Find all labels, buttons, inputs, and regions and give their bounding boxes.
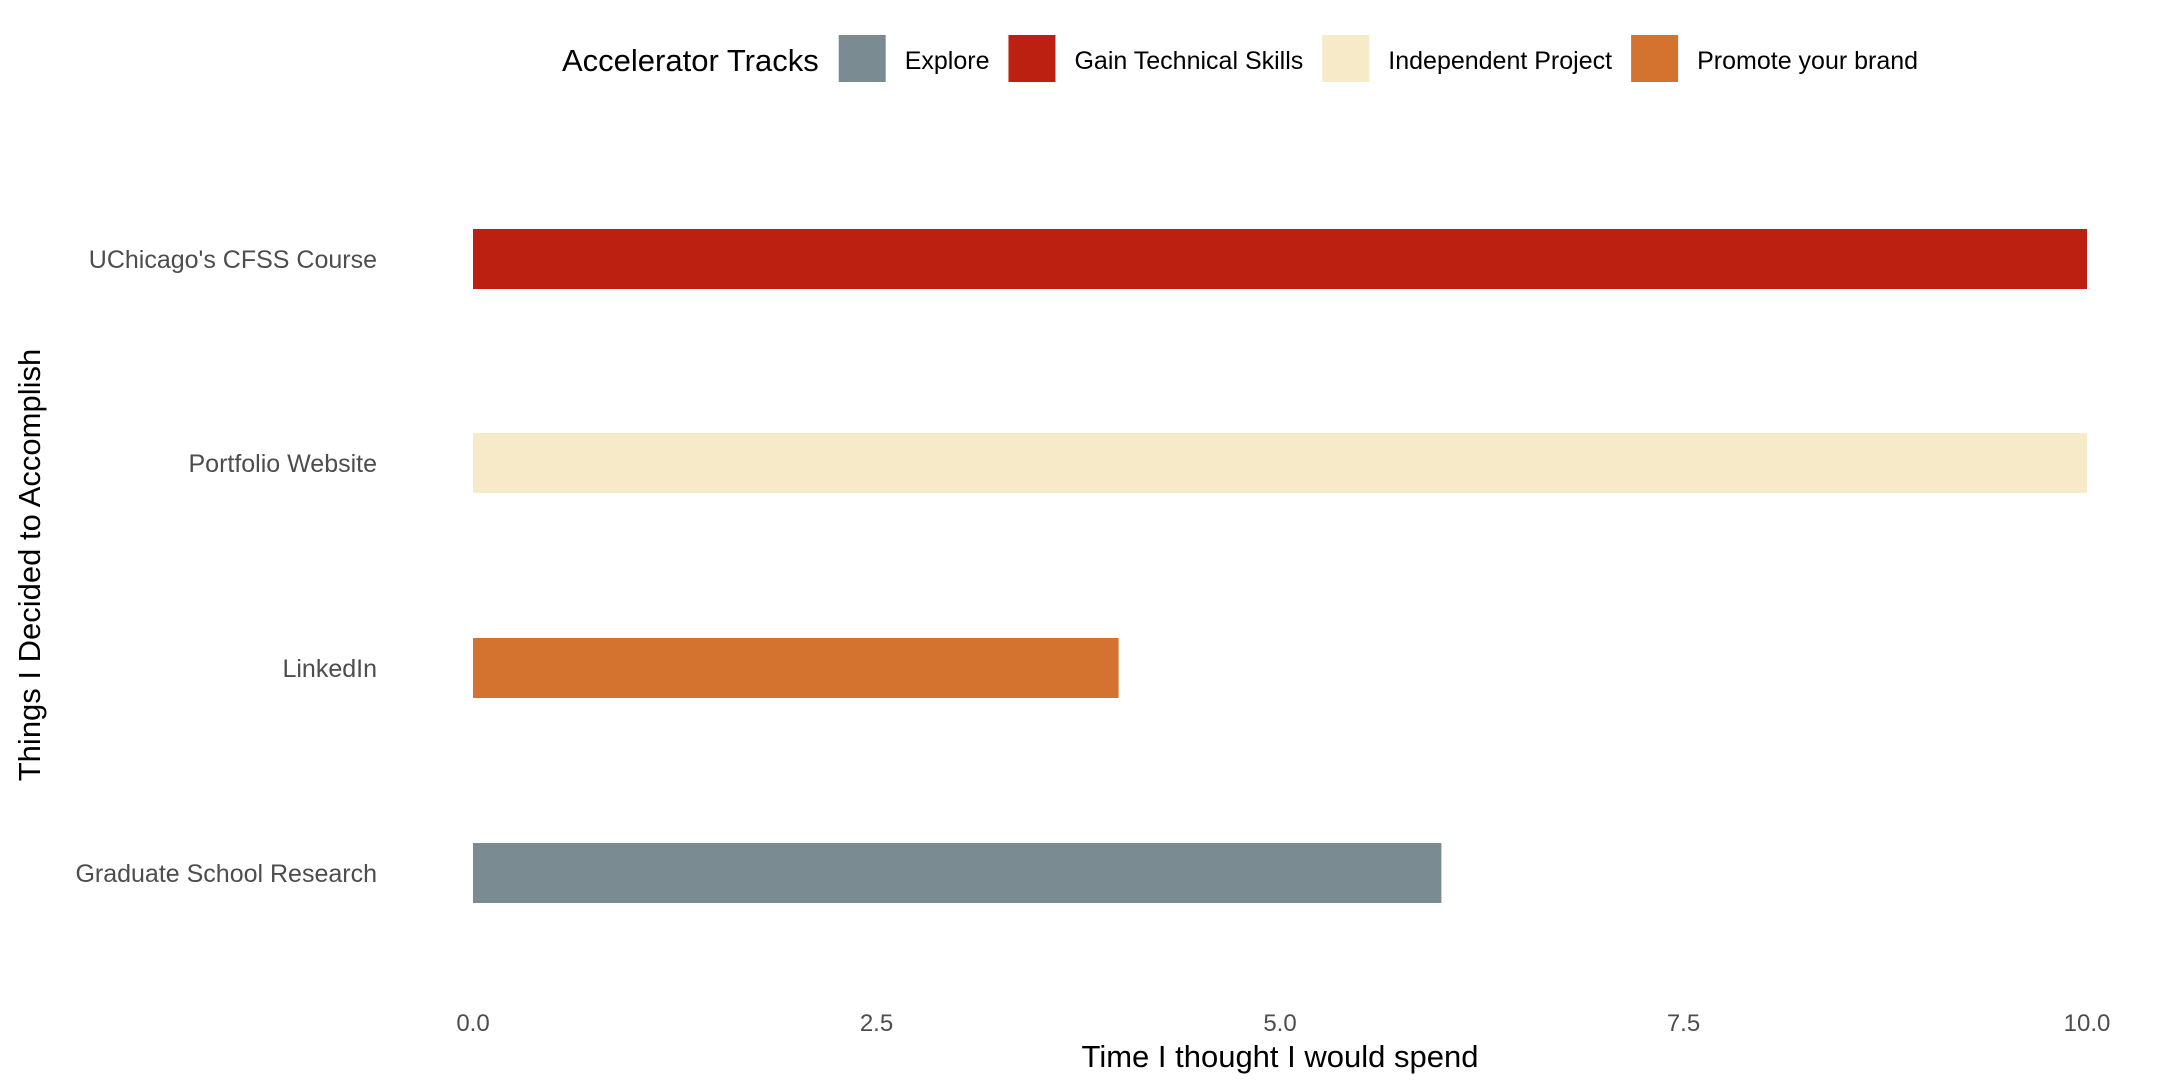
bar-portfolio-website: [473, 433, 2087, 493]
bar-uchicago-s-cfss-course: [473, 229, 2087, 289]
category-labels: UChicago's CFSS Course Portfolio Website L…: [75, 246, 377, 888]
category-label-linkedin: LinkedIn: [282, 655, 377, 683]
legend-label-gain-technical-skills: Gain Technical Skills: [1074, 47, 1303, 75]
bar-graduate-school-research: [473, 843, 1442, 903]
bar-linkedin: [473, 638, 1119, 698]
legend-swatch-explore: [838, 35, 886, 82]
legend-label-independent-project: Independent Project: [1388, 47, 1612, 75]
legend-swatch-promote-your-brand: [1631, 35, 1679, 82]
x-tick-label: 2.5: [860, 1010, 893, 1037]
x-tick-label: 10.0: [2064, 1010, 2111, 1037]
legend: Accelerator Tracks Explore Gain Technical…: [562, 35, 1918, 82]
legend-items: Explore Gain Technical Skills Independent …: [838, 35, 1918, 82]
category-label-portfolio-website: Portfolio Website: [188, 450, 377, 478]
legend-swatch-independent-project: [1322, 35, 1370, 82]
x-tick-label: 5.0: [1263, 1010, 1296, 1037]
legend-label-promote-your-brand: Promote your brand: [1697, 47, 1918, 75]
category-label-graduate-school-research: Graduate School Research: [75, 860, 377, 888]
x-axis-ticks: 0.0 2.5 5.0 7.5 10.0: [456, 1010, 2110, 1037]
category-label-uchicago-s-cfss-course: UChicago's CFSS Course: [89, 246, 377, 274]
x-axis-title: Time I thought I would spend: [1082, 1039, 1479, 1074]
bars: [473, 229, 2087, 903]
x-tick-label: 0.0: [456, 1010, 489, 1037]
x-tick-label: 7.5: [1667, 1010, 1700, 1037]
y-axis-title: Things I Decided to Accomplish: [12, 349, 47, 782]
legend-title: Accelerator Tracks: [562, 43, 819, 78]
legend-label-explore: Explore: [905, 47, 990, 75]
legend-swatch-gain-technical-skills: [1008, 35, 1056, 82]
